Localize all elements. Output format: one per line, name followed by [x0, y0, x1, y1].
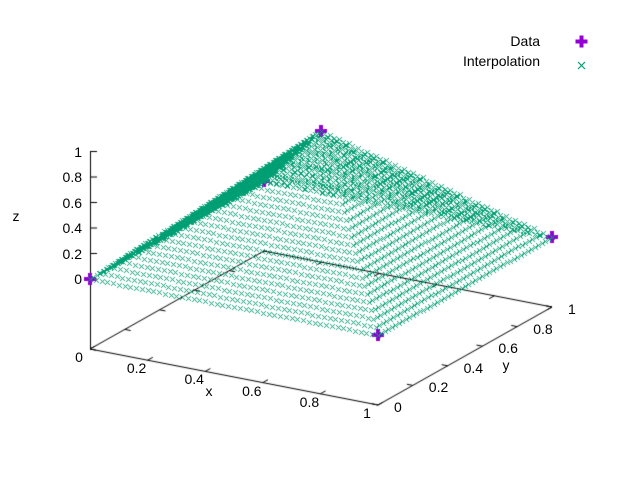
y-axis-label: y: [502, 357, 510, 373]
x-tick-label: 0.6: [242, 382, 262, 399]
z-tick-label: 0.8: [62, 169, 82, 185]
z-axis-label: z: [12, 208, 20, 224]
legend-label-interpolation: Interpolation: [462, 53, 540, 69]
z-tick-label: 0: [74, 271, 82, 287]
y-tick-label: 0.8: [533, 320, 553, 337]
y-tick-label: 1: [568, 301, 576, 317]
y-tick-label: 0.4: [463, 359, 484, 376]
z-tick-label: 0.4: [62, 220, 82, 236]
x-tick-label: 0.4: [184, 371, 204, 388]
legend-label-data: Data: [510, 33, 540, 49]
z-tick-label: 0.6: [62, 194, 82, 211]
y-tick-label: 0: [394, 399, 402, 415]
y-tick-label: 0.2: [428, 379, 449, 396]
z-tick-label: 0.2: [62, 245, 82, 262]
data-plus-marker-icon: [575, 35, 588, 53]
interpolation-cross-marker-icon: [577, 57, 586, 75]
x-tick-label: 0: [75, 349, 83, 365]
x-tick-label: 0.2: [126, 360, 147, 377]
x-tick-label: 0.8: [299, 393, 320, 410]
z-tick-label: 1: [74, 143, 82, 160]
y-tick-label: 0.6: [498, 340, 518, 357]
x-axis-label: x: [205, 383, 213, 399]
x-tick-label: 1: [363, 405, 371, 421]
